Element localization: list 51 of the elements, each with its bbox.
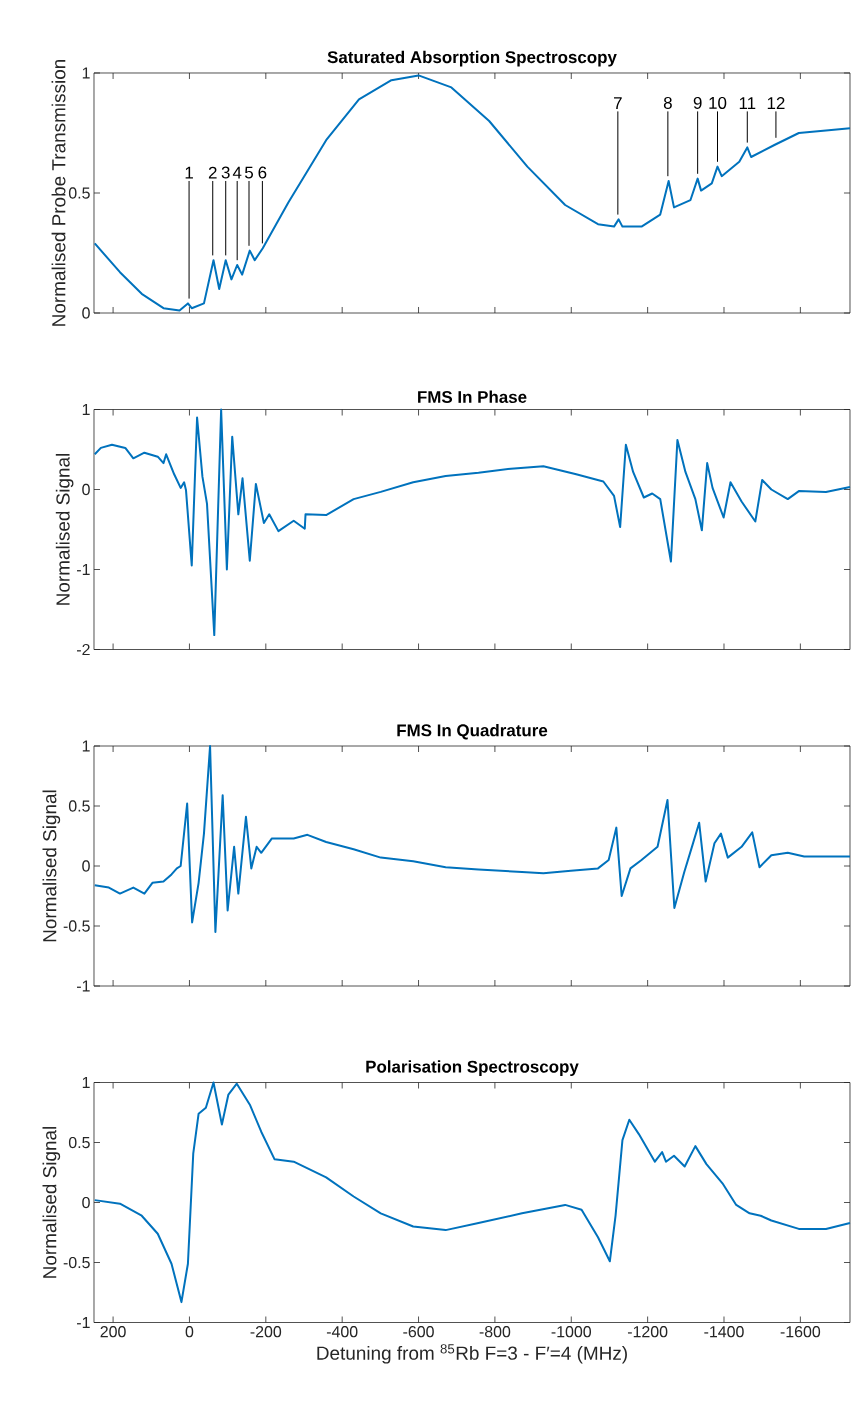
x-tick-label: -1200 [627,1326,668,1338]
x-tick-label: -1000 [551,1326,592,1338]
x-tick-label: -1600 [780,1326,821,1338]
annotation: 5 [244,166,253,179]
y-tick-label: 0 [82,307,90,319]
chart-title: Saturated Absorption Spectroscopy [327,50,617,67]
y-tick-label: 0 [82,483,90,496]
annotation: 4 [232,166,242,179]
x-tick-label: -200 [250,1326,282,1338]
x-tick-label: 200 [100,1326,126,1338]
y-tick-label: -0.5 [63,920,90,932]
x-axis-title: Detuning from $^{85}$Rb F=3 - F′=4 (MHz) [317,1344,627,1364]
y-axis-title: Normalised Probe Transmission [51,59,66,326]
annotation: 1 [185,166,193,179]
annotation: 11 [739,97,756,109]
annotation: 8 [663,96,672,109]
x-tick-label: -1400 [704,1326,744,1338]
y-tick-label: 1 [82,67,90,79]
y-tick-label: -1 [77,1317,90,1328]
y-tick-label: 0 [82,860,90,872]
y-axis-title: Normalised Signal [55,454,74,605]
y-tick-label: 0 [82,1196,90,1209]
annotation: 10 [709,96,727,109]
x-tick-label: 0 [185,1326,194,1338]
y-axis-title: Normalised Signal [42,1127,61,1278]
x-tick-label: -800 [479,1326,511,1338]
y-tick-label: 1 [82,740,90,752]
annotation: 7 [614,97,622,109]
y-tick-label: -1 [77,564,90,575]
annotation: 2 [208,166,217,179]
y-tick-label: -1 [77,980,90,992]
y-tick-label: 1 [82,1077,90,1088]
chart-title: FMS In Phase [418,390,527,404]
x-tick-label: -400 [326,1326,358,1338]
y-tick-label: 0.5 [68,800,90,812]
chart-title: Polarisation Spectroscopy [366,1060,579,1077]
y-tick-label: -0.5 [63,1256,90,1269]
y-tick-label: 0.5 [68,187,90,199]
annotation: 3 [221,166,230,179]
y-tick-label: 1 [82,404,90,415]
annotation: 6 [258,166,267,179]
y-tick-label: -2 [77,643,90,656]
line-series [93,408,851,637]
annotation: 9 [693,96,702,109]
y-tick-label: 0.5 [68,1136,90,1149]
line-series [93,74,851,312]
annotation: 12 [767,97,785,109]
chart-title: FMS In Quadrature [397,723,548,740]
x-tick-label: -600 [403,1326,434,1338]
line-series [93,1081,851,1304]
y-axis-title: Normalised Signal [42,790,61,942]
